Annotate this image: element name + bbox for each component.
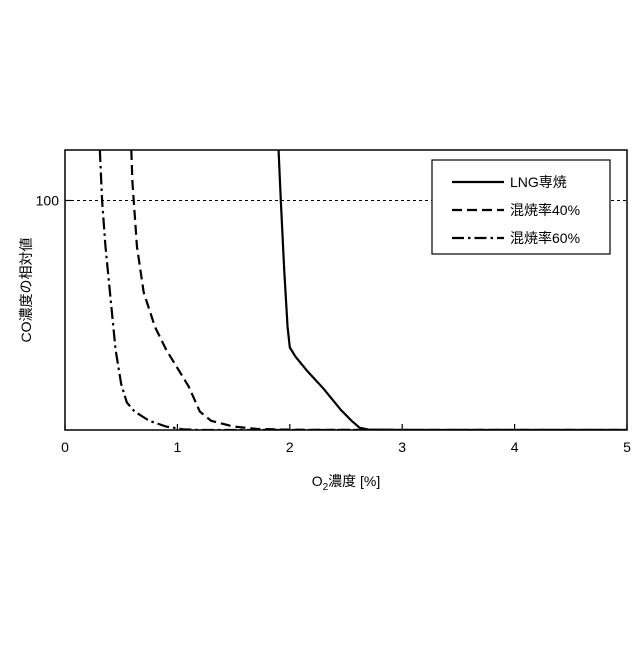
- legend: LNG専焼混焼率40% 混焼率60%: [432, 160, 610, 254]
- x-axis-label: O2濃度 [%]: [312, 473, 381, 493]
- x-tick-label: 3: [398, 439, 406, 455]
- legend-label-3: 混焼率60%: [510, 230, 580, 246]
- x-tick-label: 4: [511, 439, 519, 455]
- legend-label-1: LNG専焼: [510, 174, 567, 190]
- x-tick-label: 0: [61, 439, 69, 455]
- legend-label-2: 混焼率40%: [510, 202, 580, 218]
- x-axis-label-rest: 濃度 [%]: [328, 473, 380, 489]
- x-tick-label: 1: [174, 439, 182, 455]
- x-tick-label: 2: [286, 439, 294, 455]
- y-axis-label: CO濃度の相対値: [18, 238, 34, 343]
- x-axis-label-main: O: [312, 473, 323, 489]
- y-tick-label: 100: [36, 192, 60, 208]
- x-tick-label: 5: [623, 439, 631, 455]
